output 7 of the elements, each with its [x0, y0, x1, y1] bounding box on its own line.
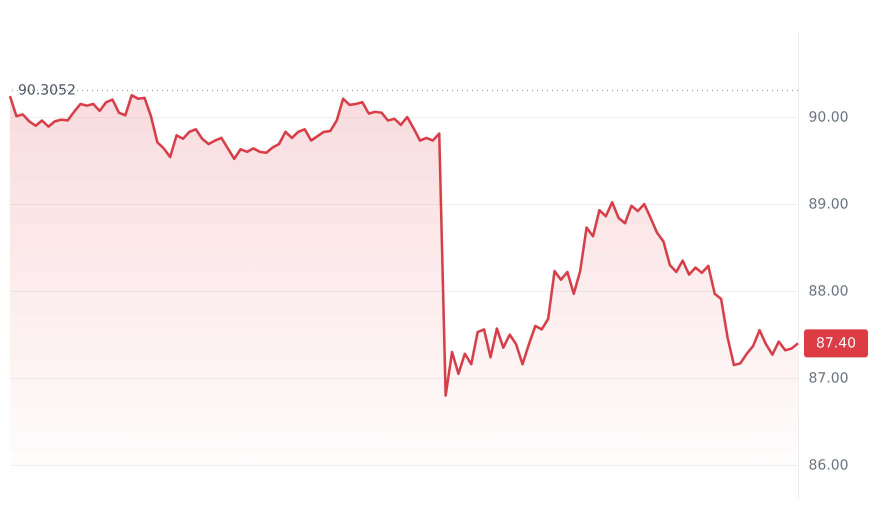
y-tick-label: 86.00: [808, 458, 849, 474]
text: 87.40: [816, 335, 856, 352]
ref-line-label: 90.3052: [18, 82, 76, 98]
y-tick-label: 89.00: [808, 196, 849, 213]
y-tick-label: 88.00: [808, 284, 849, 300]
y-tick-label: 90.00: [808, 110, 849, 126]
y-tick-label: 87.00: [808, 370, 849, 387]
